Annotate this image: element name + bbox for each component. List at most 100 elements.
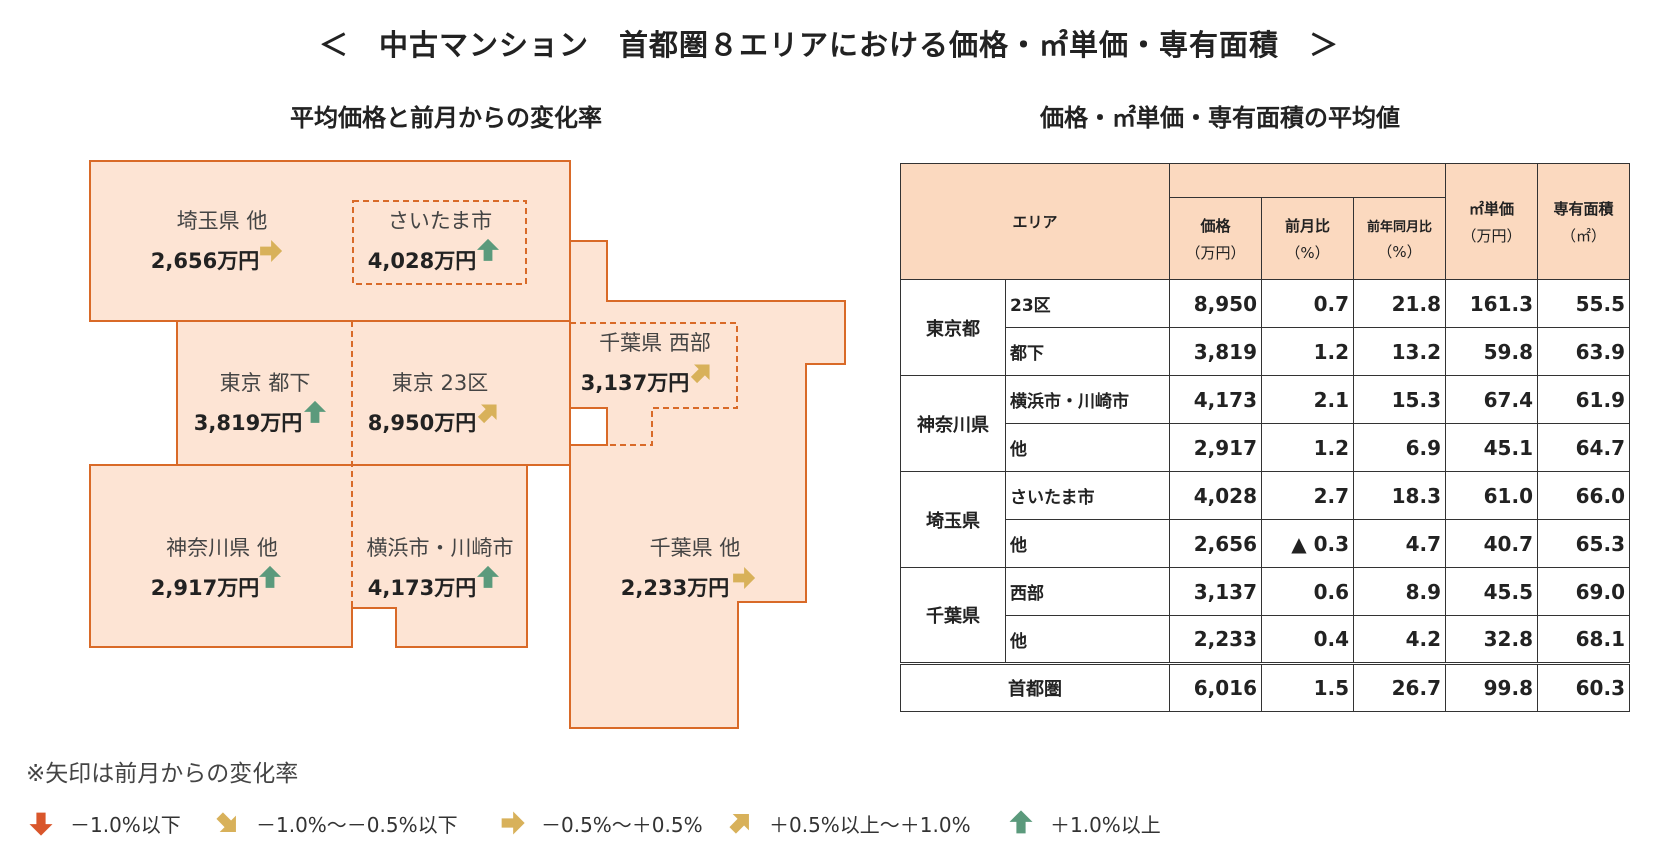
yoy-cell: 4.7 — [1353, 519, 1446, 568]
legend-item: ＋1.0%以上 — [1006, 808, 1161, 838]
subarea-cell: 他 — [1005, 423, 1170, 472]
legend-label: －1.0%以下 — [70, 812, 181, 837]
trend-arrow-yokohama-kawasaki — [476, 565, 500, 588]
label-kanagawa-other: 神奈川県 他 — [166, 536, 278, 560]
price-saitama-city: 4,028万円 — [368, 249, 476, 273]
size-cell: 69.0 — [1537, 567, 1630, 616]
price-cell: 2,233 — [1169, 615, 1262, 664]
label-saitama-other: 埼玉県 他 — [177, 209, 268, 233]
boundary-saitama-city — [352, 200, 527, 285]
legend-label: ＋0.5%以上～＋1.0% — [769, 812, 971, 837]
label-chiba-west: 千葉県 西部 — [599, 331, 711, 355]
total-yoy-cell: 26.7 — [1353, 662, 1446, 712]
mom-cell: 1.2 — [1261, 327, 1354, 376]
arrow-down-icon — [29, 812, 53, 836]
table-row: 神奈川県 横浜市・川崎市 4,173 2.1 15.3 67.4 61.9 — [900, 375, 1630, 472]
table-row: 千葉県 西部 3,137 0.6 8.9 45.5 69.0 — [900, 567, 1630, 664]
unit-cell: 40.7 — [1445, 519, 1538, 568]
region-kanagawa — [89, 464, 528, 648]
arrow-up-icon — [1009, 810, 1033, 834]
arrow-up-right-icon — [729, 814, 749, 834]
trend-arrow-tokyo-23 — [477, 404, 497, 424]
header-price: 価格 （万円） — [1169, 197, 1262, 280]
header-yoy: 前年同月比 （%） — [1353, 197, 1446, 280]
legend-item: －0.5%～＋0.5% — [497, 808, 703, 838]
total-mom-cell: 1.5 — [1261, 662, 1354, 712]
table-row: 東京都 23区 8,950 0.7 21.8 161.3 55.5 — [900, 279, 1630, 376]
size-cell: 55.5 — [1537, 279, 1630, 328]
pref-cell: 神奈川県 — [900, 375, 1006, 472]
subarea-cell: 他 — [1005, 519, 1170, 568]
trend-arrow-saitama-other — [260, 240, 283, 262]
unit-cell: 67.4 — [1445, 375, 1538, 424]
label-chiba-other: 千葉県 他 — [650, 536, 741, 560]
size-cell: 61.9 — [1537, 375, 1630, 424]
price-cell: 2,656 — [1169, 519, 1262, 568]
area-map: 埼玉県 他 2,656万円 さいたま市 4,028万円 東京 都下 3,819万… — [89, 160, 846, 729]
price-tokyo-other: 3,819万円 — [194, 411, 302, 435]
page-title: ＜ 中古マンション 首都圏８エリアにおける価格・㎡単価・専有面積 ＞ — [318, 28, 1339, 62]
size-cell: 65.3 — [1537, 519, 1630, 568]
price-tokyo-23: 8,950万円 — [368, 411, 476, 435]
subarea-cell: 23区 — [1005, 279, 1170, 328]
map-subtitle: 平均価格と前月からの変化率 — [290, 104, 602, 132]
pref-cell: 東京都 — [900, 279, 1006, 376]
subarea-cell: 都下 — [1005, 327, 1170, 376]
subarea-cell: 他 — [1005, 615, 1170, 664]
label-saitama-city: さいたま市 — [388, 209, 492, 233]
unit-cell: 32.8 — [1445, 615, 1538, 664]
label-yokohama-kawasaki: 横浜市・川崎市 — [367, 536, 514, 560]
table-row: 都下 3,819 1.2 13.2 59.8 63.9 — [901, 327, 1630, 376]
subarea-cell: さいたま市 — [1005, 471, 1170, 520]
mom-cell: 2.7 — [1261, 471, 1354, 520]
unit-cell: 45.1 — [1445, 423, 1538, 472]
mom-cell: ▲ 0.3 — [1261, 519, 1354, 568]
yoy-cell: 8.9 — [1353, 567, 1446, 616]
legend-label: －1.0%～－0.5%以下 — [256, 812, 458, 837]
total-label: 首都圏 — [900, 662, 1170, 712]
price-yokohama-kawasaki: 4,173万円 — [368, 576, 476, 600]
table-row: 他 2,656 ▲ 0.3 4.7 40.7 65.3 — [901, 519, 1630, 568]
mom-cell: 0.4 — [1261, 615, 1354, 664]
size-cell: 64.7 — [1537, 423, 1630, 472]
yoy-cell: 6.9 — [1353, 423, 1446, 472]
total-size-cell: 60.3 — [1537, 662, 1630, 712]
pref-cell: 埼玉県 — [900, 471, 1006, 568]
unit-cell: 161.3 — [1445, 279, 1538, 328]
unit-cell: 45.5 — [1445, 567, 1538, 616]
size-cell: 66.0 — [1537, 471, 1630, 520]
price-cell: 8,950 — [1169, 279, 1262, 328]
price-chiba-west: 3,137万円 — [581, 371, 689, 395]
table-row: 他 2,233 0.4 4.2 32.8 68.1 — [901, 615, 1630, 664]
label-tokyo-23: 東京 23区 — [392, 371, 488, 395]
size-cell: 63.9 — [1537, 327, 1630, 376]
header-area: エリア — [900, 163, 1170, 280]
trend-arrow-kanagawa-other — [258, 565, 282, 588]
mom-cell: 0.6 — [1261, 567, 1354, 616]
yoy-cell: 4.2 — [1353, 615, 1446, 664]
pref-cell: 千葉県 — [900, 567, 1006, 664]
price-cell: 4,173 — [1169, 375, 1262, 424]
boundary-chiba-west — [570, 322, 738, 446]
price-kanagawa-other: 2,917万円 — [151, 576, 259, 600]
table-subtitle: 価格・㎡単価・専有面積の平均値 — [1040, 104, 1400, 132]
region-saitama — [89, 160, 571, 322]
arrow-note: ※矢印は前月からの変化率 — [26, 761, 299, 787]
table-row: 埼玉県 さいたま市 4,028 2.7 18.3 61.0 66.0 — [900, 471, 1630, 568]
arrow-right-icon — [501, 811, 525, 835]
region-chiba — [569, 240, 846, 729]
total-price-cell: 6,016 — [1169, 662, 1262, 712]
header-mom: 前月比 （%） — [1261, 197, 1354, 280]
arrow-down-right-icon — [216, 812, 236, 832]
header-unit-price: ㎡単価 （万円） — [1445, 163, 1538, 280]
legend-item: ＋0.5%以上～＋1.0% — [725, 808, 971, 838]
price-cell: 3,137 — [1169, 567, 1262, 616]
unit-cell: 59.8 — [1445, 327, 1538, 376]
size-cell: 68.1 — [1537, 615, 1630, 664]
label-tokyo-other: 東京 都下 — [220, 371, 311, 395]
legend-label: ＋1.0%以上 — [1050, 812, 1161, 837]
subarea-cell: 横浜市・川崎市 — [1005, 375, 1170, 424]
price-chiba-other: 2,233万円 — [621, 576, 729, 600]
price-cell: 4,028 — [1169, 471, 1262, 520]
price-cell: 2,917 — [1169, 423, 1262, 472]
